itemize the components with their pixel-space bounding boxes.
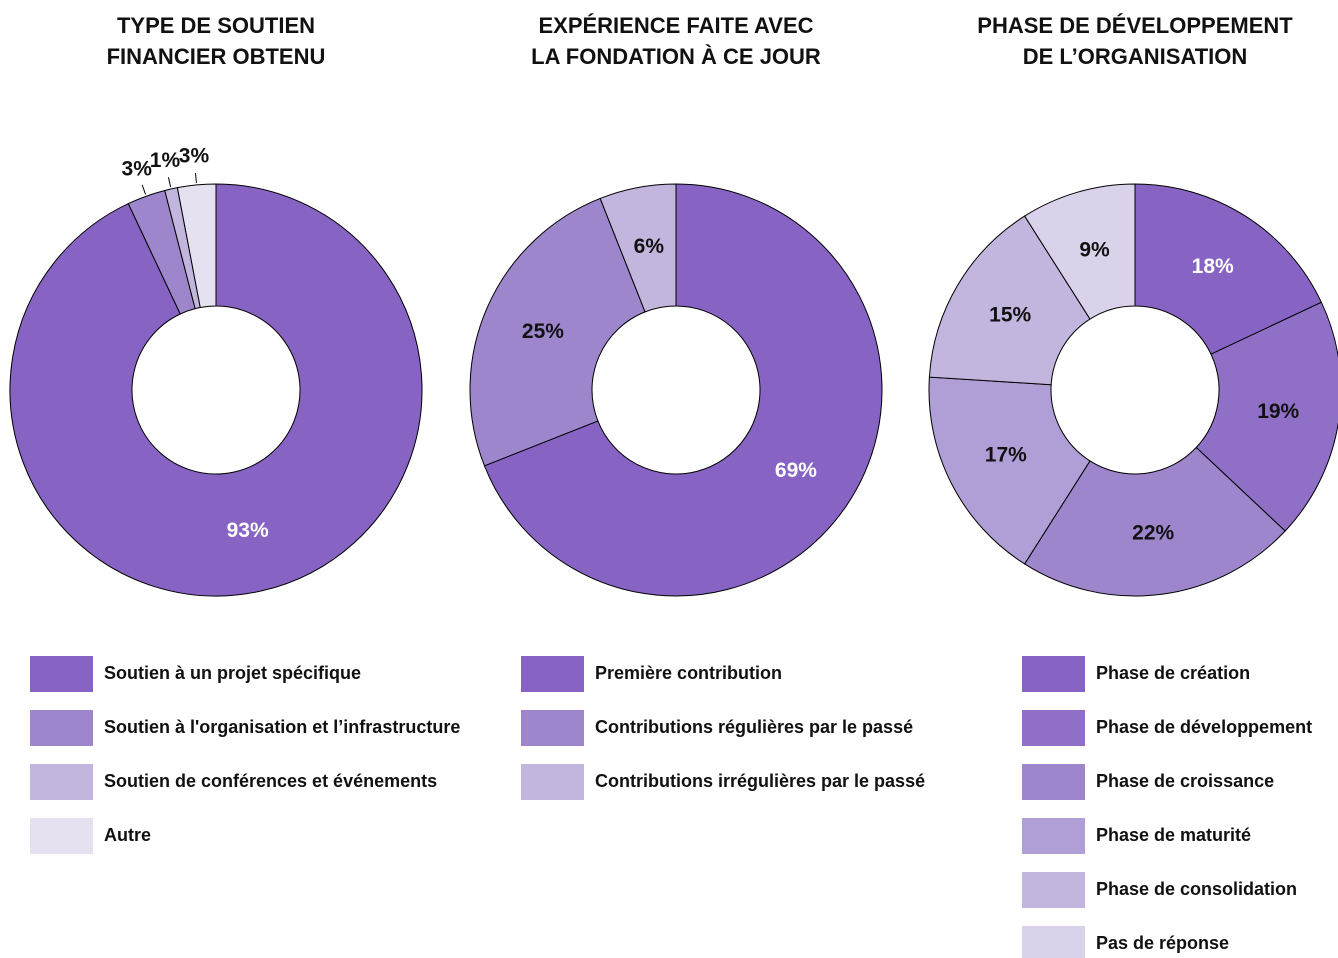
value-label: 15% (989, 304, 1031, 327)
legend-label: Soutien à un projet spécifique (104, 663, 361, 683)
legend-label: Phase de maturité (1096, 825, 1251, 845)
legend-swatch (1022, 872, 1085, 908)
legend-label: Contributions irrégulières par le passé (595, 771, 925, 791)
value-label: 93% (227, 519, 269, 542)
value-label: 69% (775, 459, 817, 482)
donut-slice (1134, 183, 1323, 355)
legend-label: Première contribution (595, 663, 782, 683)
value-label: 19% (1257, 400, 1299, 423)
legend-label: Soutien à l'organisation et l’infrastruc… (104, 717, 460, 737)
legend-label: Phase de développement (1096, 717, 1312, 737)
chart-title: FINANCIER OBTENU (107, 44, 326, 69)
value-label: 6% (634, 235, 665, 258)
legend-label: Phase de consolidation (1096, 879, 1297, 899)
chart-title: PHASE DE DÉVELOPPEMENT (977, 13, 1293, 38)
donut-slice (469, 197, 646, 467)
donut-slice (928, 376, 1091, 565)
chart-title: DE L’ORGANISATION (1023, 44, 1248, 69)
legend-swatch (1022, 710, 1085, 746)
legend-label: Soutien de conférences et événements (104, 771, 437, 791)
legend-swatch (30, 656, 93, 692)
value-label: 3% (179, 145, 210, 168)
legend-swatch (521, 710, 584, 746)
chart-title: LA FONDATION À CE JOUR (531, 44, 821, 69)
leader-line (141, 184, 147, 195)
value-label: 17% (985, 443, 1027, 466)
value-label: 9% (1079, 238, 1110, 261)
value-label: 18% (1192, 255, 1234, 278)
donut-slice (1023, 446, 1286, 597)
legend-label: Phase de croissance (1096, 771, 1274, 791)
chart-title: TYPE DE SOUTIEN (117, 13, 315, 38)
legend-label: Phase de création (1096, 663, 1250, 683)
value-label: 22% (1132, 521, 1174, 544)
leader-line (194, 172, 197, 183)
value-label: 1% (150, 149, 181, 172)
donut-slice (1195, 301, 1338, 532)
value-label: 3% (122, 157, 153, 180)
legend-swatch (1022, 818, 1085, 854)
legend-swatch (521, 764, 584, 800)
donut-slice (9, 183, 423, 597)
legend-label: Autre (104, 825, 151, 845)
donut-slice (599, 183, 677, 313)
legend-swatch (30, 818, 93, 854)
legend-swatch (30, 710, 93, 746)
donut-slice (176, 183, 217, 309)
legend-swatch (30, 764, 93, 800)
legend-swatch (1022, 656, 1085, 692)
donut-slice (483, 183, 883, 597)
donut-slice (928, 215, 1091, 386)
leader-line (167, 177, 172, 188)
legend-label: Pas de réponse (1096, 933, 1229, 953)
value-label: 25% (522, 320, 564, 343)
chart-title: EXPÉRIENCE FAITE AVEC (538, 13, 813, 38)
legend-label: Contributions régulières par le passé (595, 717, 913, 737)
donut-slice (1023, 183, 1136, 320)
legend-swatch (1022, 764, 1085, 800)
legend-swatch (521, 656, 584, 692)
legend-swatch (1022, 926, 1085, 958)
